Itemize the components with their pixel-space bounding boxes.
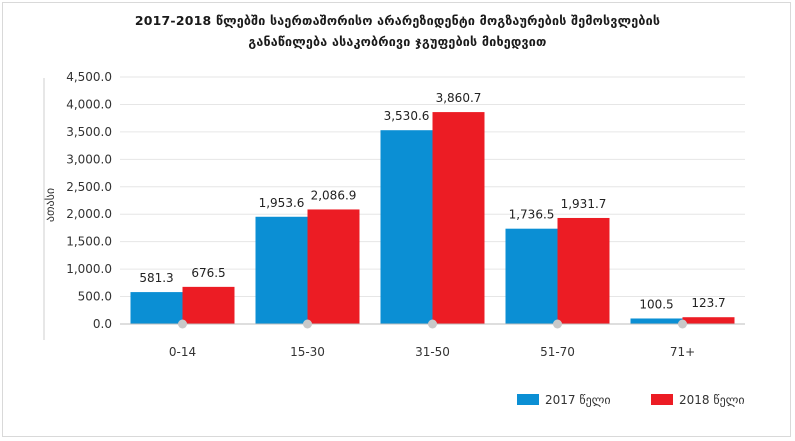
data-label: 676.5 (191, 266, 225, 280)
bar-71+-0 (630, 318, 683, 324)
bar-51-70-1 (557, 217, 610, 324)
legend: 2017 წელი 2018 წელი (517, 393, 745, 407)
x-tick-marker (178, 319, 187, 329)
x-tick-marker (303, 319, 312, 329)
legend-swatch (517, 394, 539, 405)
x-tick-marker (553, 319, 562, 329)
data-label: 123.7 (691, 296, 725, 310)
bar-15-30-0 (255, 216, 308, 324)
y-tick-label: 500.0 (78, 290, 112, 304)
chart-title: 2017-2018 წლებში საერთაშორისო არარეზიდენ… (0, 10, 795, 52)
data-label: 581.3 (139, 271, 173, 285)
bar-31-50-1 (432, 112, 485, 324)
bar-51-70-0 (505, 228, 558, 324)
y-axis-ticks: 0.0 500.0 1,000.0 1,500.0 2,000.0 2,500.0 3,00… (66, 70, 112, 331)
bar-71+-1 (682, 317, 735, 324)
bar-0-14-0 (130, 292, 183, 324)
chart-frame (2, 2, 791, 437)
legend-label: 2017 წელი (545, 393, 611, 407)
data-label: 100.5 (639, 297, 673, 311)
y-tick-label: 1,000.0 (66, 262, 112, 276)
y-tick-label: 1,500.0 (66, 235, 112, 249)
x-tick-label: 15-30 (290, 345, 325, 359)
data-label: 1,953.6 (259, 196, 305, 210)
y-tick-label: 3,500.0 (66, 125, 112, 139)
data-label: 3,530.6 (384, 109, 430, 123)
legend-swatch (651, 394, 673, 405)
data-label: 2,086.9 (311, 188, 357, 202)
y-tick-label: 2,500.0 (66, 180, 112, 194)
data-label: 1,736.5 (509, 208, 555, 222)
chart-title-line-1: 2017-2018 წლებში საერთაშორისო არარეზიდენ… (134, 13, 661, 28)
y-tick-label: 4,000.0 (66, 97, 112, 111)
data-labels: 581.3 676.5 1,953.6 2,086.9 3,530.6 3,860.7 1,… (139, 91, 725, 311)
bars (130, 112, 735, 324)
x-tick-marker (428, 319, 437, 329)
y-tick-label: 2,000.0 (66, 207, 112, 221)
x-tick-label: 0-14 (169, 345, 196, 359)
data-label: 3,860.7 (436, 91, 482, 105)
x-tick-label: 51-70 (540, 345, 575, 359)
bar-0-14-1 (182, 286, 235, 324)
bar-15-30-1 (307, 209, 360, 324)
data-label: 1,931.7 (561, 197, 607, 211)
x-tick-label: 71+ (670, 345, 695, 359)
x-tick-label: 31-50 (415, 345, 450, 359)
y-axis-label: ათასი (43, 188, 57, 222)
y-tick-label: 3,000.0 (66, 152, 112, 166)
x-axis-ticks: 0-14 15-30 31-50 51-70 71+ (169, 319, 695, 359)
x-tick-marker (678, 319, 687, 329)
y-tick-label: 4,500.0 (66, 70, 112, 84)
legend-label: 2018 წელი (679, 393, 745, 407)
bar-31-50-0 (380, 130, 433, 324)
y-tick-label: 0.0 (93, 317, 112, 331)
chart-title-line-2: განაწილება ასაკობრივი ჯგუფების მიხედვით (248, 34, 547, 49)
